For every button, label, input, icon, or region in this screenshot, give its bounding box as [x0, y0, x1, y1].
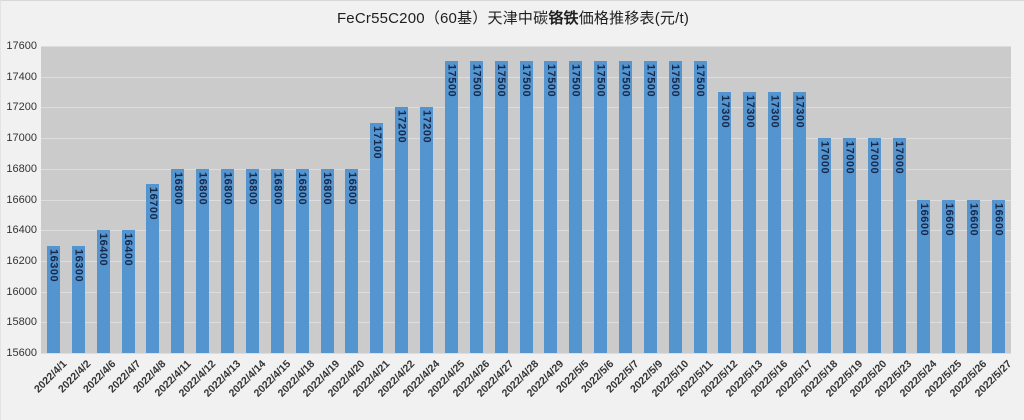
y-tick-label: 16800	[6, 162, 37, 175]
bar: 16800	[320, 168, 334, 353]
y-tick-label: 17200	[6, 101, 37, 114]
bar: 17500	[668, 61, 682, 353]
bar: 16600	[942, 199, 956, 353]
y-tick-label: 15800	[6, 316, 37, 329]
bar-value-label: 17500	[495, 64, 508, 98]
bar: 17300	[793, 92, 807, 353]
bar: 16800	[345, 168, 359, 353]
bar-value-label: 17000	[893, 141, 906, 175]
bar-value-label: 16300	[47, 248, 60, 282]
bar: 16300	[71, 245, 85, 353]
bar-value-label: 16300	[72, 248, 85, 282]
bar-value-label: 17500	[520, 64, 532, 98]
bar-value-label: 16600	[992, 202, 1005, 236]
bar-value-label: 17500	[470, 64, 483, 98]
bar: 17300	[743, 92, 757, 353]
bar: 16600	[992, 199, 1006, 353]
bar: 16700	[146, 184, 160, 353]
bar: 17500	[643, 61, 657, 353]
bar: 17000	[842, 138, 856, 353]
y-tick-label: 16200	[6, 254, 37, 267]
bar: 17500	[544, 61, 558, 353]
bar: 17100	[370, 122, 384, 353]
bar-value-label: 16400	[97, 233, 110, 267]
bar: 17000	[867, 138, 881, 353]
bar-value-label: 17500	[619, 64, 632, 98]
y-tick-label: 17400	[6, 70, 37, 83]
bar: 16600	[967, 199, 981, 353]
bar: 17300	[718, 92, 732, 353]
y-tick-label: 17600	[6, 40, 37, 52]
bar: 17000	[817, 138, 831, 353]
bar: 17500	[494, 61, 508, 353]
bar-value-label: 17500	[669, 64, 682, 98]
bar-value-label: 17000	[868, 141, 881, 175]
bar-value-label: 16800	[196, 171, 209, 205]
bar-value-label: 17300	[768, 95, 781, 129]
y-tick-label: 17000	[6, 132, 37, 145]
bar-value-label: 17300	[718, 95, 731, 129]
bar-value-label: 17500	[445, 64, 458, 98]
bar: 17500	[469, 61, 483, 353]
bar-value-label: 16400	[122, 233, 135, 267]
bar-value-label: 17500	[694, 64, 707, 98]
bar: 17500	[569, 61, 583, 353]
bar-value-label: 16600	[942, 202, 955, 236]
gridline	[41, 353, 1011, 354]
bar: 17500	[444, 61, 458, 353]
bar-value-label: 17000	[818, 141, 831, 175]
bar-value-label: 16600	[967, 202, 980, 236]
bar: 17500	[594, 61, 608, 353]
bar-value-label: 17300	[793, 95, 806, 129]
bar-value-label: 16800	[345, 171, 358, 205]
bar-value-label: 16800	[271, 171, 284, 205]
bar-value-label: 17100	[370, 125, 383, 159]
y-tick-label: 16400	[6, 224, 37, 237]
bar: 17200	[420, 107, 433, 353]
bar-value-label: 17000	[843, 141, 856, 175]
y-tick-label: 15600	[6, 347, 37, 359]
bar: 17000	[892, 138, 906, 353]
bar: 17500	[693, 61, 707, 353]
bar: 16800	[295, 168, 309, 353]
bar: 16800	[221, 168, 235, 353]
bar-value-label: 16800	[246, 171, 259, 205]
bar-value-label: 17500	[544, 64, 557, 98]
bar: 17500	[618, 61, 632, 353]
y-tick-label: 16600	[6, 193, 37, 206]
chart-title-prefix: FeCr55C200（60基）天津中碳	[336, 10, 549, 27]
bar: 16800	[196, 168, 210, 353]
bar-value-label: 16800	[171, 171, 184, 205]
bar: 16600	[917, 199, 931, 353]
chart-title-suffix: 価格推移表(元/t)	[578, 10, 690, 27]
bar: 16800	[270, 168, 284, 353]
bar: 17500	[519, 61, 533, 353]
bar: 16400	[96, 230, 110, 353]
bar: 17300	[768, 92, 782, 353]
bar-value-label: 16700	[146, 187, 159, 221]
bar-value-label: 17500	[644, 64, 657, 98]
y-tick-label: 16000	[6, 285, 37, 298]
gridline	[41, 46, 1011, 47]
bar-value-label: 17200	[420, 110, 433, 144]
bar-value-label: 17300	[743, 95, 756, 129]
bar-value-label: 17500	[569, 64, 582, 98]
plot-area: 16300 16300 16400 16400 16700 16800 16800 16800…	[41, 46, 1011, 354]
bar-value-label: 16600	[917, 202, 930, 236]
bar: 16800	[171, 168, 185, 353]
chart-title: FeCr55C200（60基）天津中碳铬铁価格推移表(元/t)	[1, 7, 1024, 28]
bar-value-label: 16800	[221, 171, 234, 205]
bar-value-label: 17500	[594, 64, 607, 98]
bar: 16300	[46, 245, 60, 353]
bar-value-label: 16800	[296, 171, 309, 205]
bar: 16400	[121, 230, 135, 353]
chart-title-bold: 铬铁	[548, 10, 579, 27]
bar-value-label: 17200	[395, 110, 408, 144]
bar-value-label: 16800	[321, 171, 334, 205]
bar: 17200	[395, 107, 409, 353]
bar: 16800	[245, 168, 259, 353]
